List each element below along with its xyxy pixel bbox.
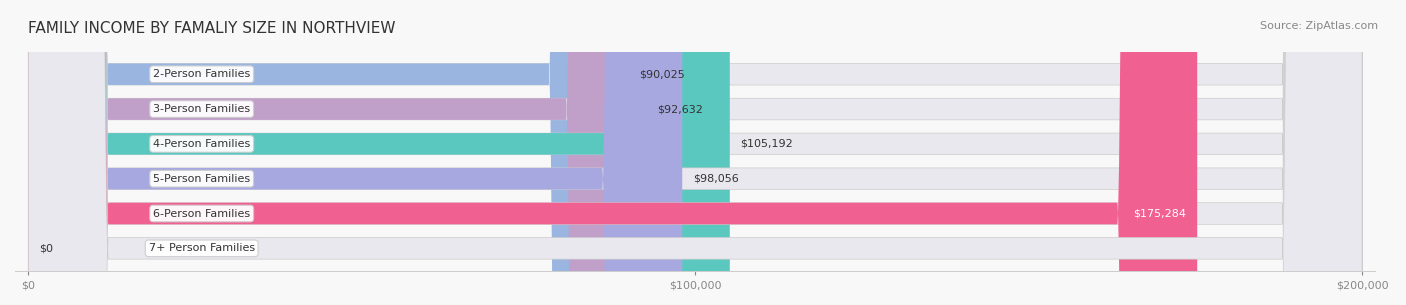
Text: $90,025: $90,025 [640, 69, 685, 79]
FancyBboxPatch shape [28, 0, 730, 305]
FancyBboxPatch shape [28, 0, 1362, 305]
FancyBboxPatch shape [28, 0, 682, 305]
FancyBboxPatch shape [28, 0, 645, 305]
FancyBboxPatch shape [28, 0, 1362, 305]
FancyBboxPatch shape [28, 0, 1362, 305]
Text: Source: ZipAtlas.com: Source: ZipAtlas.com [1260, 21, 1378, 31]
FancyBboxPatch shape [28, 0, 628, 305]
Text: 2-Person Families: 2-Person Families [153, 69, 250, 79]
Text: 4-Person Families: 4-Person Families [153, 139, 250, 149]
FancyBboxPatch shape [28, 0, 1362, 305]
Text: $92,632: $92,632 [657, 104, 703, 114]
Text: $175,284: $175,284 [1133, 209, 1187, 218]
Text: 3-Person Families: 3-Person Families [153, 104, 250, 114]
FancyBboxPatch shape [28, 0, 1362, 305]
Text: $0: $0 [39, 243, 53, 253]
Text: $98,056: $98,056 [693, 174, 738, 184]
Text: 6-Person Families: 6-Person Families [153, 209, 250, 218]
Text: 7+ Person Families: 7+ Person Families [149, 243, 254, 253]
Text: $105,192: $105,192 [741, 139, 793, 149]
FancyBboxPatch shape [28, 0, 1198, 305]
FancyBboxPatch shape [28, 0, 1362, 305]
Text: FAMILY INCOME BY FAMALIY SIZE IN NORTHVIEW: FAMILY INCOME BY FAMALIY SIZE IN NORTHVI… [28, 21, 395, 36]
Text: 5-Person Families: 5-Person Families [153, 174, 250, 184]
